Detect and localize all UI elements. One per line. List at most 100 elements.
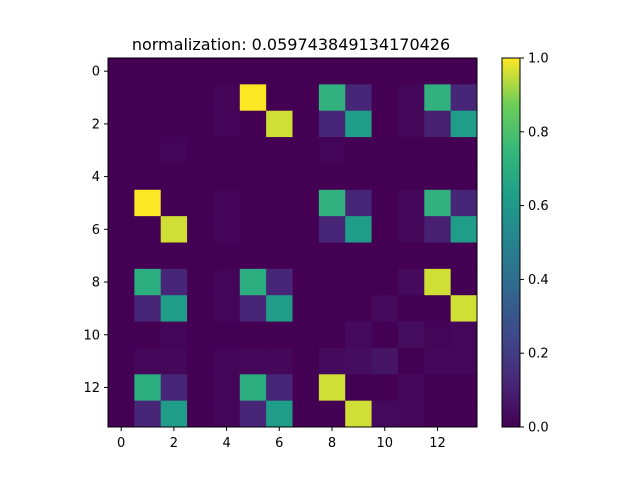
heatmap-cell [397, 189, 425, 217]
heatmap-cell [397, 321, 425, 349]
heatmap-cell [134, 295, 162, 322]
heatmap-cell [318, 137, 346, 164]
colorbar-tick-label: 1.0 [528, 52, 549, 67]
heatmap-cell [397, 268, 425, 296]
heatmap-cell [108, 295, 135, 322]
heatmap-cell [160, 163, 188, 191]
heatmap-cell [371, 163, 399, 191]
heatmap-cell [371, 110, 399, 138]
heatmap-cell [371, 400, 399, 428]
heatmap-cell [213, 374, 241, 402]
heatmap-cell [134, 400, 162, 428]
y-tick-label: 8 [92, 276, 100, 291]
heatmap-cell [213, 189, 241, 217]
heatmap-cell [450, 189, 478, 217]
heatmap-cell [266, 295, 293, 322]
heatmap-cell [266, 137, 293, 164]
heatmap-cell [160, 110, 188, 138]
heatmap-cells [108, 58, 478, 428]
heatmap-cell [345, 189, 372, 217]
heatmap-cell [345, 347, 372, 375]
heatmap-cell [187, 347, 214, 375]
heatmap-cell [266, 268, 293, 296]
heatmap-cell [160, 374, 188, 402]
heatmap-cell [134, 110, 162, 138]
heatmap-cell [266, 110, 293, 138]
heatmap-cell [239, 242, 267, 270]
heatmap-cell [213, 216, 241, 243]
heatmap-cell [239, 137, 267, 164]
y-tick-label: 12 [83, 381, 100, 396]
heatmap-cell [450, 216, 478, 243]
heatmap-cell [424, 84, 452, 112]
y-tick-label: 0 [92, 65, 100, 80]
heatmap-cell [424, 58, 452, 85]
heatmap-cell [213, 137, 241, 164]
heatmap-cell [187, 295, 214, 322]
heatmap-cell [213, 242, 241, 270]
heatmap-cell [371, 295, 399, 322]
heatmap-cell [424, 137, 452, 164]
heatmap-cell [292, 216, 320, 243]
heatmap-cell [345, 295, 372, 322]
heatmap-cell [239, 321, 267, 349]
heatmap-cell [345, 374, 372, 402]
heatmap-cell [108, 58, 135, 85]
heatmap-cell [318, 295, 346, 322]
heatmap-cell [345, 268, 372, 296]
heatmap-cell [134, 268, 162, 296]
heatmap-cell [424, 347, 452, 375]
heatmap-cell [266, 321, 293, 349]
heatmap-cell [371, 84, 399, 112]
heatmap-cell [450, 58, 478, 85]
y-tick-label: 2 [92, 117, 100, 132]
heatmap-cell [239, 374, 267, 402]
heatmap-cell [134, 321, 162, 349]
heatmap-cell [318, 374, 346, 402]
heatmap-cell [134, 137, 162, 164]
heatmap-cell [108, 374, 135, 402]
heatmap-cell [345, 58, 372, 85]
heatmap-cell [397, 400, 425, 428]
heatmap-cell [371, 321, 399, 349]
heatmap-cell [424, 110, 452, 138]
x-tick-label: 10 [376, 436, 393, 451]
heatmap-cell [134, 347, 162, 375]
y-axis: 0 2 4 6 8 10 12 [83, 65, 108, 396]
heatmap-cell [213, 110, 241, 138]
heatmap-cell [450, 347, 478, 375]
heatmap-cell [239, 84, 267, 112]
heatmap-cell [292, 163, 320, 191]
heatmap-cell [292, 374, 320, 402]
heatmap-cell [424, 163, 452, 191]
heatmap-cell [160, 400, 188, 428]
heatmap-cell [371, 374, 399, 402]
heatmap-cell [187, 110, 214, 138]
heatmap-cell [345, 137, 372, 164]
heatmap-cell [213, 163, 241, 191]
y-tick-label: 4 [92, 170, 100, 185]
y-tick-label: 10 [83, 328, 100, 343]
heatmap-cell [450, 295, 478, 322]
heatmap-cell [160, 216, 188, 243]
colorbar [501, 57, 521, 428]
heatmap-cell [266, 374, 293, 402]
heatmap-cell [108, 321, 135, 349]
x-tick-label: 0 [117, 436, 125, 451]
heatmap-cell [318, 216, 346, 243]
colorbar-tick-label: 0.4 [528, 273, 549, 288]
heatmap-cell [187, 163, 214, 191]
heatmap-cell [213, 58, 241, 85]
heatmap-cell [345, 110, 372, 138]
heatmap-cell [292, 58, 320, 85]
heatmap-cell [160, 347, 188, 375]
heatmap-cell [397, 242, 425, 270]
heatmap-cell [213, 347, 241, 375]
heatmap-cell [397, 110, 425, 138]
heatmap-cell [424, 400, 452, 428]
heatmap-cell [371, 137, 399, 164]
heatmap-cell [160, 268, 188, 296]
heatmap-cell [134, 84, 162, 112]
heatmap-cell [134, 216, 162, 243]
